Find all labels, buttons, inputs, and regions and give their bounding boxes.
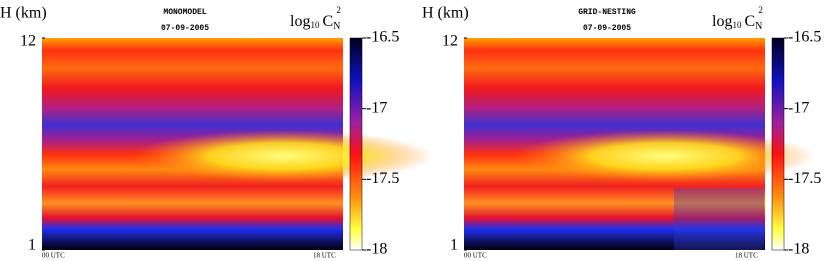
- x-tick-label: 00 UTC: [42, 252, 65, 260]
- colorbar-label: log10 CN 2: [290, 5, 341, 32]
- label-subscript: 10: [310, 20, 320, 30]
- heatmap-texture: [674, 188, 764, 250]
- colorbar-tick-label: -16.5: [788, 29, 821, 46]
- colorbar-tick-label: -16.5: [366, 29, 399, 46]
- colorbar-tick-label: -18: [788, 241, 809, 258]
- label-base: log: [290, 13, 310, 30]
- chart-subtitle: 07-09-2005: [161, 24, 209, 33]
- chart-subtitle: 07-09-2005: [583, 24, 631, 33]
- label-subscript: 10: [732, 20, 742, 30]
- y-tick-label: 12: [20, 33, 36, 50]
- label-subscript: N: [755, 21, 762, 32]
- label-variable: C: [322, 13, 333, 30]
- colorbar-tick-label: -18: [366, 241, 387, 258]
- x-tick-label: 18 UTC: [735, 252, 758, 260]
- colorbar-label: log10 CN 2: [712, 5, 763, 32]
- y-tick-label: 1: [450, 237, 458, 254]
- x-tick-label: 00 UTC: [464, 252, 487, 260]
- colorbar-tick-label: -17: [788, 99, 809, 116]
- colorbar: [771, 37, 785, 251]
- label-base: log: [712, 13, 732, 30]
- y-axis-label: H (km): [0, 5, 47, 22]
- heatmap-hotspot: [515, 130, 815, 182]
- chart-title: GRID-NESTING: [578, 8, 636, 17]
- label-subscript: N: [333, 21, 340, 32]
- label-superscript: 2: [336, 5, 341, 15]
- colorbar-tick-label: -17: [366, 99, 387, 116]
- panel: MONOMODEL 07-09-2005 H (km) log10 CN 2 1 12 00 U…: [0, 5, 433, 260]
- colorbar-tick-label: -17.5: [366, 170, 399, 187]
- label-superscript: 2: [758, 5, 763, 15]
- panel: GRID-NESTING 07-09-2005 H (km) log10 CN 2 1 12 0…: [422, 5, 821, 260]
- y-tick-label: 12: [442, 33, 458, 50]
- x-tick-label: 18 UTC: [313, 252, 336, 260]
- chart-title: MONOMODEL: [163, 8, 206, 17]
- colorbar-tick-label: -17.5: [788, 170, 821, 187]
- y-axis-label: H (km): [422, 5, 469, 22]
- label-variable: C: [744, 13, 755, 30]
- colorbar: [349, 37, 363, 251]
- y-tick-label: 1: [28, 237, 36, 254]
